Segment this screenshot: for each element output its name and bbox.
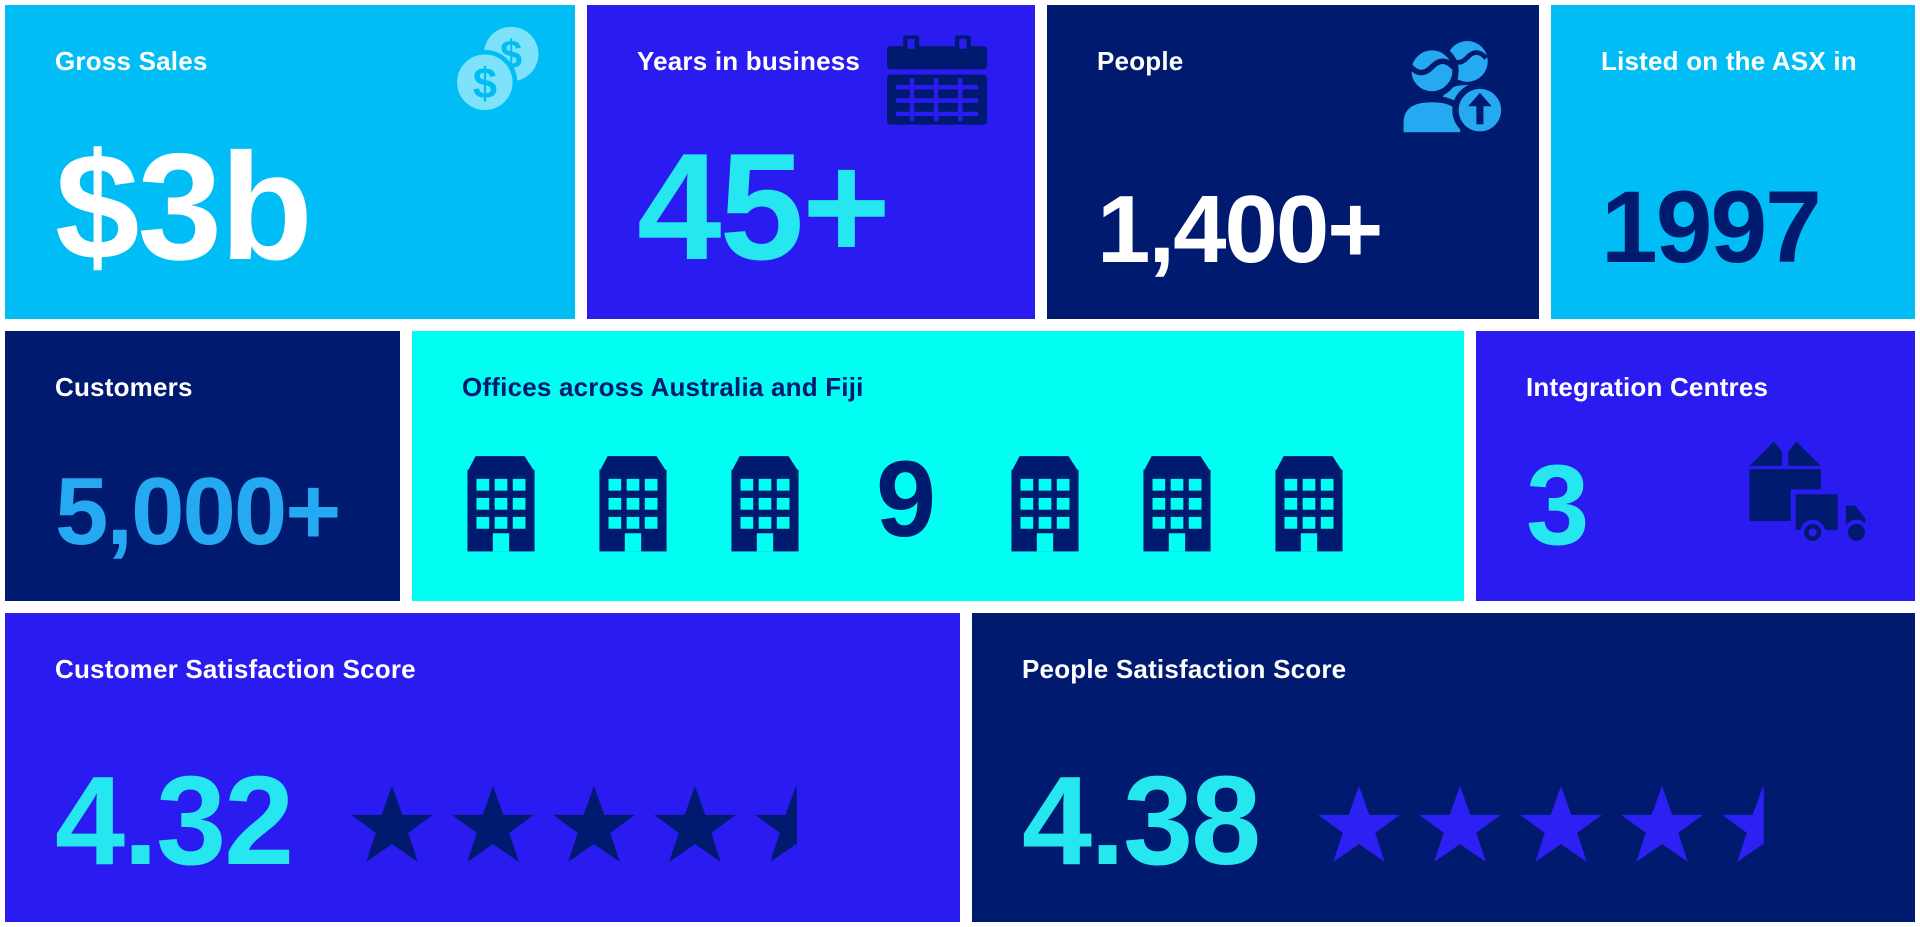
office-building-icon: [1270, 440, 1348, 559]
customer-satisfaction-visual: 4.32: [55, 750, 916, 892]
dollar-coins-icon: $ $: [451, 25, 545, 122]
people-satisfaction-stars: [1317, 786, 1805, 871]
customers-label: Customers: [55, 372, 193, 402]
integration-value: 3: [1526, 441, 1589, 569]
people-value: 1,400+: [1097, 176, 1383, 284]
tile-customers: Customers 5,000+: [5, 331, 400, 601]
star-icon: [451, 786, 535, 871]
half-star-icon: [754, 786, 838, 871]
customer-satisfaction-value: 4.32: [55, 750, 294, 892]
half-star-icon: [1721, 786, 1805, 871]
asx-value: 1997: [1601, 170, 1822, 285]
offices-label: Offices across Australia and Fiji: [462, 372, 864, 402]
star-icon: [350, 786, 434, 871]
star-icon: [1418, 786, 1502, 871]
row-1: Gross Sales $ $ $3b Years in business: [5, 5, 1915, 319]
buildings-right-group: [1006, 440, 1348, 559]
years-value: 45+: [637, 122, 891, 293]
tile-offices: Offices across Australia and Fiji: [412, 331, 1464, 601]
star-icon: [1519, 786, 1603, 871]
years-label: Years in business: [637, 46, 861, 76]
people-label: People: [1097, 46, 1184, 76]
customers-value: 5,000+: [55, 458, 341, 566]
row-3: Customer Satisfaction Score 4.32: [5, 613, 1915, 922]
people-satisfaction-label: People Satisfaction Score: [1022, 654, 1347, 684]
full-star-group: [1317, 786, 1704, 871]
star-icon: [1620, 786, 1704, 871]
tile-asx-listing: Listed on the ASX in 1997: [1551, 5, 1915, 319]
row-2: Customers 5,000+ Offices across Australi…: [5, 331, 1915, 601]
office-building-icon: [462, 440, 540, 559]
integration-label: Integration Centres: [1526, 372, 1769, 402]
star-icon: [1317, 786, 1401, 871]
customer-satisfaction-stars: [350, 786, 838, 871]
people-growth-icon: [1391, 29, 1509, 146]
offices-value: 9: [876, 437, 936, 559]
tile-customer-satisfaction: Customer Satisfaction Score 4.32: [5, 613, 960, 922]
people-satisfaction-value: 4.38: [1022, 750, 1261, 892]
asx-label: Listed on the ASX in: [1601, 46, 1857, 76]
gross-sales-value: $3b: [55, 122, 313, 293]
box-and-truck-icon: [1743, 428, 1871, 551]
integration-visual: 3: [1526, 428, 1871, 569]
buildings-left-group: [462, 440, 804, 559]
gross-sales-label: Gross Sales: [55, 46, 208, 76]
tile-gross-sales: Gross Sales $ $ $3b: [5, 5, 575, 319]
tile-people-satisfaction: People Satisfaction Score 4.38: [972, 613, 1915, 922]
star-icon: [552, 786, 636, 871]
offices-visual: 9: [462, 440, 1420, 559]
tile-people: People 1,400+: [1047, 5, 1539, 319]
full-star-group: [350, 786, 737, 871]
office-building-icon: [1006, 440, 1084, 559]
svg-text:$: $: [473, 60, 497, 108]
tile-integration-centres: Integration Centres 3: [1476, 331, 1915, 601]
calendar-icon: [887, 35, 987, 130]
customer-satisfaction-label: Customer Satisfaction Score: [55, 654, 416, 684]
office-building-icon: [1138, 440, 1216, 559]
people-satisfaction-visual: 4.38: [1022, 750, 1871, 892]
office-building-icon: [594, 440, 672, 559]
tile-years-in-business: Years in business: [587, 5, 1035, 319]
star-icon: [653, 786, 737, 871]
office-building-icon: [726, 440, 804, 559]
